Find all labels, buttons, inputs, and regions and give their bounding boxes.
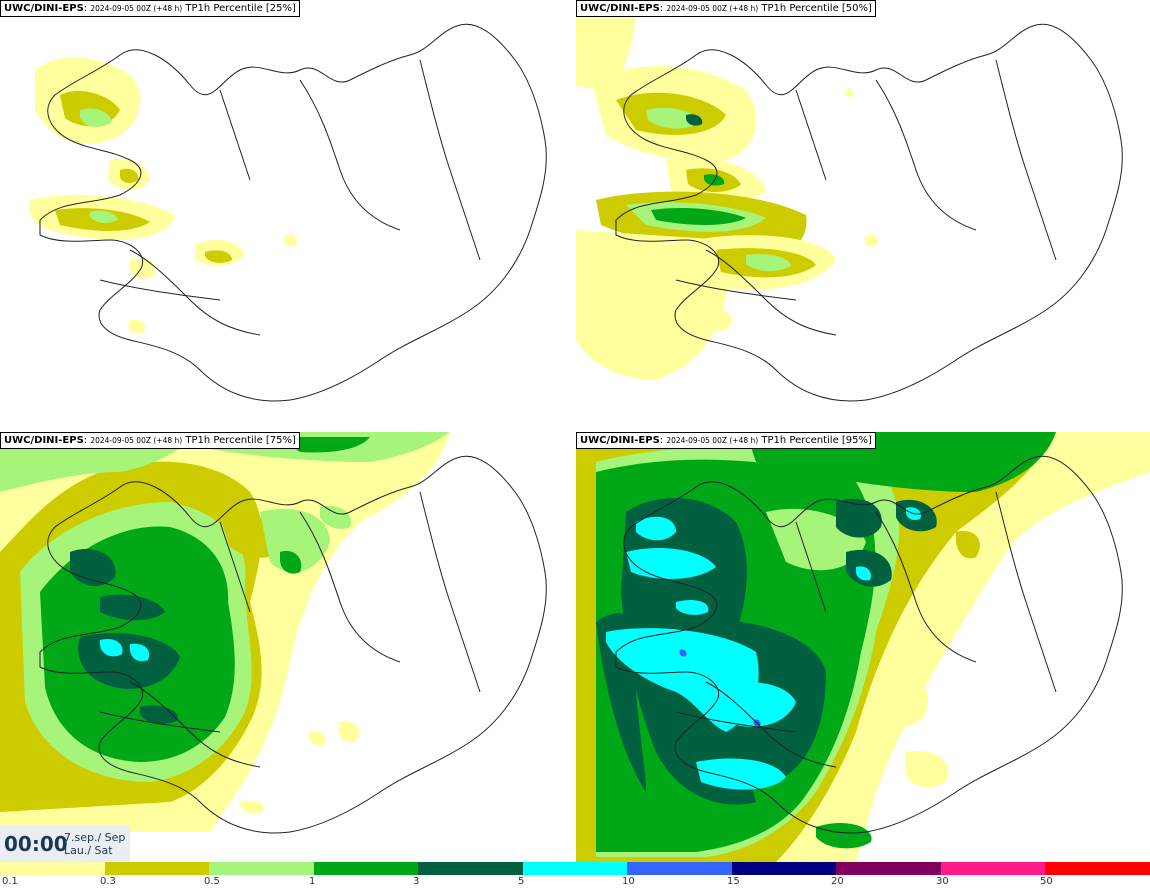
precip-fields	[576, 0, 878, 380]
valid-date-line2: Lau./ Sat	[64, 844, 113, 857]
valid-date-line1: 7.sep./ Sep	[64, 831, 126, 844]
colorbar-segment	[418, 862, 523, 875]
map-panel-p95: UWC/DINI-EPS: 2024-09-05 00Z (+48 h) TP1…	[576, 432, 1150, 862]
precip-map-p75	[0, 432, 547, 834]
panel-title: UWC/DINI-EPS: 2024-09-05 00Z (+48 h) TP1…	[576, 432, 876, 449]
colorbar-tick-label: 5	[518, 876, 525, 887]
colorbar-segment	[1045, 862, 1150, 875]
colorbar-tick-label: 0.3	[100, 876, 116, 887]
colorbar-tick-label: 50	[1040, 876, 1053, 887]
map-panel-p50: UWC/DINI-EPS: 2024-09-05 00Z (+48 h) TP1…	[576, 0, 1150, 430]
colorbar-segment	[0, 862, 105, 875]
colorbar-segment	[940, 862, 1046, 875]
coastline	[615, 455, 1123, 834]
colorbar-ticks: 0.1 0.3 0.5 1 3 5 10 15 20 30 50	[0, 876, 1150, 890]
colorbar-segment	[627, 862, 732, 875]
colorbar-tick-label: 30	[936, 876, 949, 887]
coastline	[39, 23, 547, 402]
coastline	[39, 455, 547, 834]
colorbar-tick-label: 15	[727, 876, 740, 887]
precip-map-p50	[576, 0, 1123, 402]
colorbar-segment	[209, 862, 314, 875]
colorbar-tick-label: 3	[413, 876, 420, 887]
colorbar-segment	[313, 862, 419, 875]
precip-fields	[576, 432, 1150, 862]
colorbar-segment	[836, 862, 941, 875]
precip-map-p95	[576, 432, 1150, 862]
colorbar-tick-label: 20	[831, 876, 844, 887]
map-panel-p25: UWC/DINI-EPS: 2024-09-05 00Z (+48 h) TP1…	[0, 0, 574, 430]
precip-fields	[0, 432, 450, 832]
colorbar-tick-label: 0.1	[2, 876, 18, 887]
colorbar	[0, 862, 1150, 875]
valid-date: 7.sep./ Sep Lau./ Sat	[64, 831, 125, 857]
colorbar-tick-label: 10	[622, 876, 635, 887]
colorbar-tick-label: 0.5	[204, 876, 220, 887]
colorbar-segment	[522, 862, 628, 875]
valid-time-box: 00:00 7.sep./ Sep Lau./ Sat	[0, 826, 130, 862]
colorbar-segment	[104, 862, 210, 875]
precip-map-p25	[29, 23, 547, 402]
panel-title: UWC/DINI-EPS: 2024-09-05 00Z (+48 h) TP1…	[0, 0, 300, 17]
valid-time: 00:00	[4, 832, 68, 856]
coastline	[615, 23, 1123, 402]
colorbar-segment	[731, 862, 837, 875]
colorbar-tick-label: 1	[309, 876, 316, 887]
panel-title: UWC/DINI-EPS: 2024-09-05 00Z (+48 h) TP1…	[0, 432, 300, 449]
precip-fields	[29, 57, 297, 334]
panel-title: UWC/DINI-EPS: 2024-09-05 00Z (+48 h) TP1…	[576, 0, 876, 17]
map-panel-p75: UWC/DINI-EPS: 2024-09-05 00Z (+48 h) TP1…	[0, 432, 574, 862]
